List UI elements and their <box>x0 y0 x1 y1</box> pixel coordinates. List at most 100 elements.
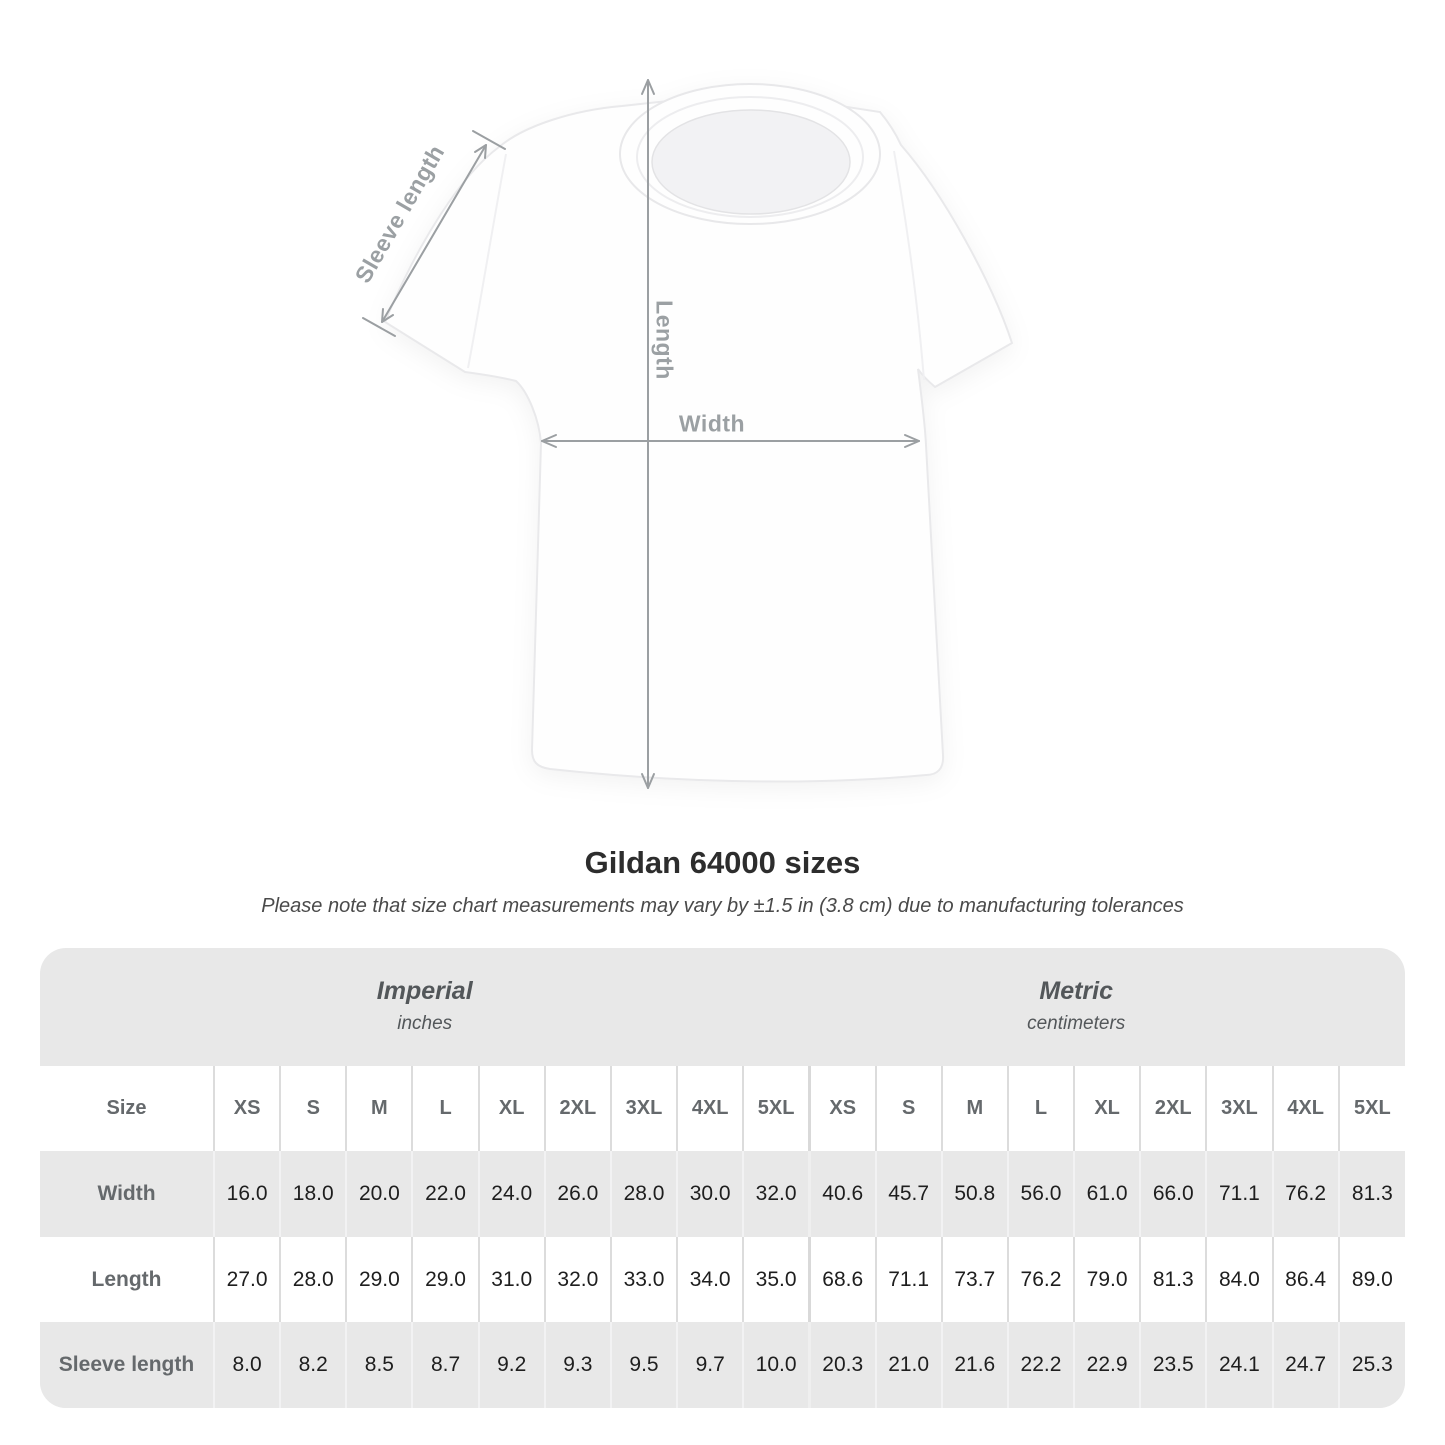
value-cell: 76.2 <box>1271 1151 1339 1237</box>
size-header-cell: S <box>279 1065 347 1152</box>
value-cell: 29.0 <box>411 1236 479 1323</box>
collar-ribbing <box>636 96 864 218</box>
value-cell: 23.5 <box>1139 1322 1207 1408</box>
value-cell: 22.9 <box>1073 1322 1141 1408</box>
value-cell: 79.0 <box>1073 1236 1141 1323</box>
value-cell: 71.1 <box>1205 1151 1273 1237</box>
value-cell: 9.7 <box>676 1322 744 1408</box>
length-label: Length <box>651 300 678 380</box>
size-header-cell: M <box>345 1065 413 1152</box>
value-cell: 81.3 <box>1337 1151 1405 1237</box>
size-corner-header: Size <box>106 1097 147 1120</box>
value-cell: 16.0 <box>212 1151 281 1237</box>
value-cell: 8.7 <box>411 1322 479 1408</box>
value-cell: 8.5 <box>345 1322 413 1408</box>
size-header-cell: L <box>411 1065 479 1152</box>
unit-header-row: Imperial inches Metric centimeters <box>40 948 1405 1066</box>
value-cell: 30.0 <box>676 1151 744 1237</box>
size-header-cell: XS <box>807 1065 876 1152</box>
table-row-length: Length 27.0 28.0 29.0 29.0 31.0 32.0 33.… <box>40 1236 1405 1323</box>
row-label: Width <box>97 1182 156 1206</box>
size-header-cell: S <box>874 1065 942 1152</box>
value-cell: 31.0 <box>477 1236 545 1323</box>
value-cell: 32.0 <box>543 1236 611 1323</box>
size-header-cell: M <box>940 1065 1008 1152</box>
table-row-sleeve-length: Sleeve length 8.0 8.2 8.5 8.7 9.2 9.3 9.… <box>40 1322 1405 1408</box>
value-cell: 24.1 <box>1205 1322 1273 1408</box>
value-cell: 56.0 <box>1006 1151 1075 1237</box>
tshirt-silhouette <box>383 83 1014 783</box>
row-label: Sleeve length <box>58 1353 195 1377</box>
value-cell: 9.5 <box>609 1322 678 1408</box>
value-cell: 24.0 <box>477 1151 545 1237</box>
value-cell: 10.0 <box>742 1322 810 1408</box>
value-cell: 22.2 <box>1006 1322 1075 1408</box>
value-cell: 73.7 <box>940 1236 1008 1323</box>
width-arrow <box>541 434 920 448</box>
row-label: Length <box>91 1267 162 1291</box>
length-arrow <box>641 79 655 789</box>
value-cell: 71.1 <box>874 1236 942 1323</box>
value-cell: 45.7 <box>874 1151 942 1237</box>
size-header-cell: 4XL <box>1271 1065 1339 1152</box>
page-title: Gildan 64000 sizes <box>584 845 861 880</box>
value-cell: 81.3 <box>1139 1236 1207 1323</box>
value-cell: 29.0 <box>345 1236 413 1323</box>
value-cell: 9.3 <box>543 1322 611 1408</box>
metric-sublabel: centimeters <box>1027 1012 1126 1034</box>
value-cell: 18.0 <box>279 1151 347 1237</box>
tolerance-note: Please note that size chart measurements… <box>261 895 1184 917</box>
value-cell: 76.2 <box>1006 1236 1075 1323</box>
size-header-cell: XS <box>212 1065 281 1152</box>
size-header-row: Size XS S M L XL 2XL 3XL 4XL 5XL XS S M … <box>40 1065 1405 1152</box>
collar-opening <box>651 109 851 215</box>
value-cell: 26.0 <box>543 1151 611 1237</box>
size-chart-table: Imperial inches Metric centimeters Size … <box>40 948 1405 1408</box>
value-cell: 50.8 <box>940 1151 1008 1237</box>
value-cell: 20.0 <box>345 1151 413 1237</box>
imperial-header: Imperial inches <box>40 948 809 1066</box>
sleeve-length-arrow <box>362 130 506 337</box>
value-cell: 24.7 <box>1271 1322 1339 1408</box>
size-header-cell: 3XL <box>1205 1065 1273 1152</box>
size-header-cell: XL <box>477 1065 545 1152</box>
size-header-cell: 2XL <box>1139 1065 1207 1152</box>
value-cell: 28.0 <box>609 1151 678 1237</box>
value-cell: 35.0 <box>742 1236 810 1323</box>
value-cell: 40.6 <box>807 1151 876 1237</box>
size-header-cell: 3XL <box>609 1065 678 1152</box>
imperial-label: Imperial <box>376 976 473 1005</box>
size-header-cell: 5XL <box>1337 1065 1405 1152</box>
value-cell: 8.2 <box>279 1322 347 1408</box>
value-cell: 89.0 <box>1337 1236 1405 1323</box>
size-header-cell: 2XL <box>543 1065 611 1152</box>
tshirt-measurement-diagram: Sleeve length Length Width <box>340 50 1050 840</box>
value-cell: 32.0 <box>742 1151 810 1237</box>
value-cell: 8.0 <box>212 1322 281 1408</box>
value-cell: 28.0 <box>279 1236 347 1323</box>
value-cell: 20.3 <box>807 1322 876 1408</box>
value-cell: 86.4 <box>1271 1236 1339 1323</box>
value-cell: 22.0 <box>411 1151 479 1237</box>
value-cell: 27.0 <box>212 1236 281 1323</box>
value-cell: 33.0 <box>609 1236 678 1323</box>
metric-label: Metric <box>1039 976 1114 1005</box>
value-cell: 34.0 <box>676 1236 744 1323</box>
value-cell: 25.3 <box>1337 1322 1405 1408</box>
size-header-cell: 5XL <box>742 1065 810 1152</box>
imperial-sublabel: inches <box>397 1012 453 1034</box>
tshirt-illustration <box>362 79 1014 789</box>
value-cell: 61.0 <box>1073 1151 1141 1237</box>
value-cell: 84.0 <box>1205 1236 1273 1323</box>
size-header-cell: 4XL <box>676 1065 744 1152</box>
size-header-cell: L <box>1006 1065 1075 1152</box>
metric-header: Metric centimeters <box>809 948 1405 1066</box>
value-cell: 9.2 <box>477 1322 545 1408</box>
value-cell: 66.0 <box>1139 1151 1207 1237</box>
value-cell: 21.0 <box>874 1322 942 1408</box>
value-cell: 68.6 <box>807 1236 876 1323</box>
width-label: Width <box>678 410 746 437</box>
table-row-width: Width 16.0 18.0 20.0 22.0 24.0 26.0 28.0… <box>40 1151 1405 1237</box>
size-header-cell: XL <box>1073 1065 1141 1152</box>
value-cell: 21.6 <box>940 1322 1008 1408</box>
